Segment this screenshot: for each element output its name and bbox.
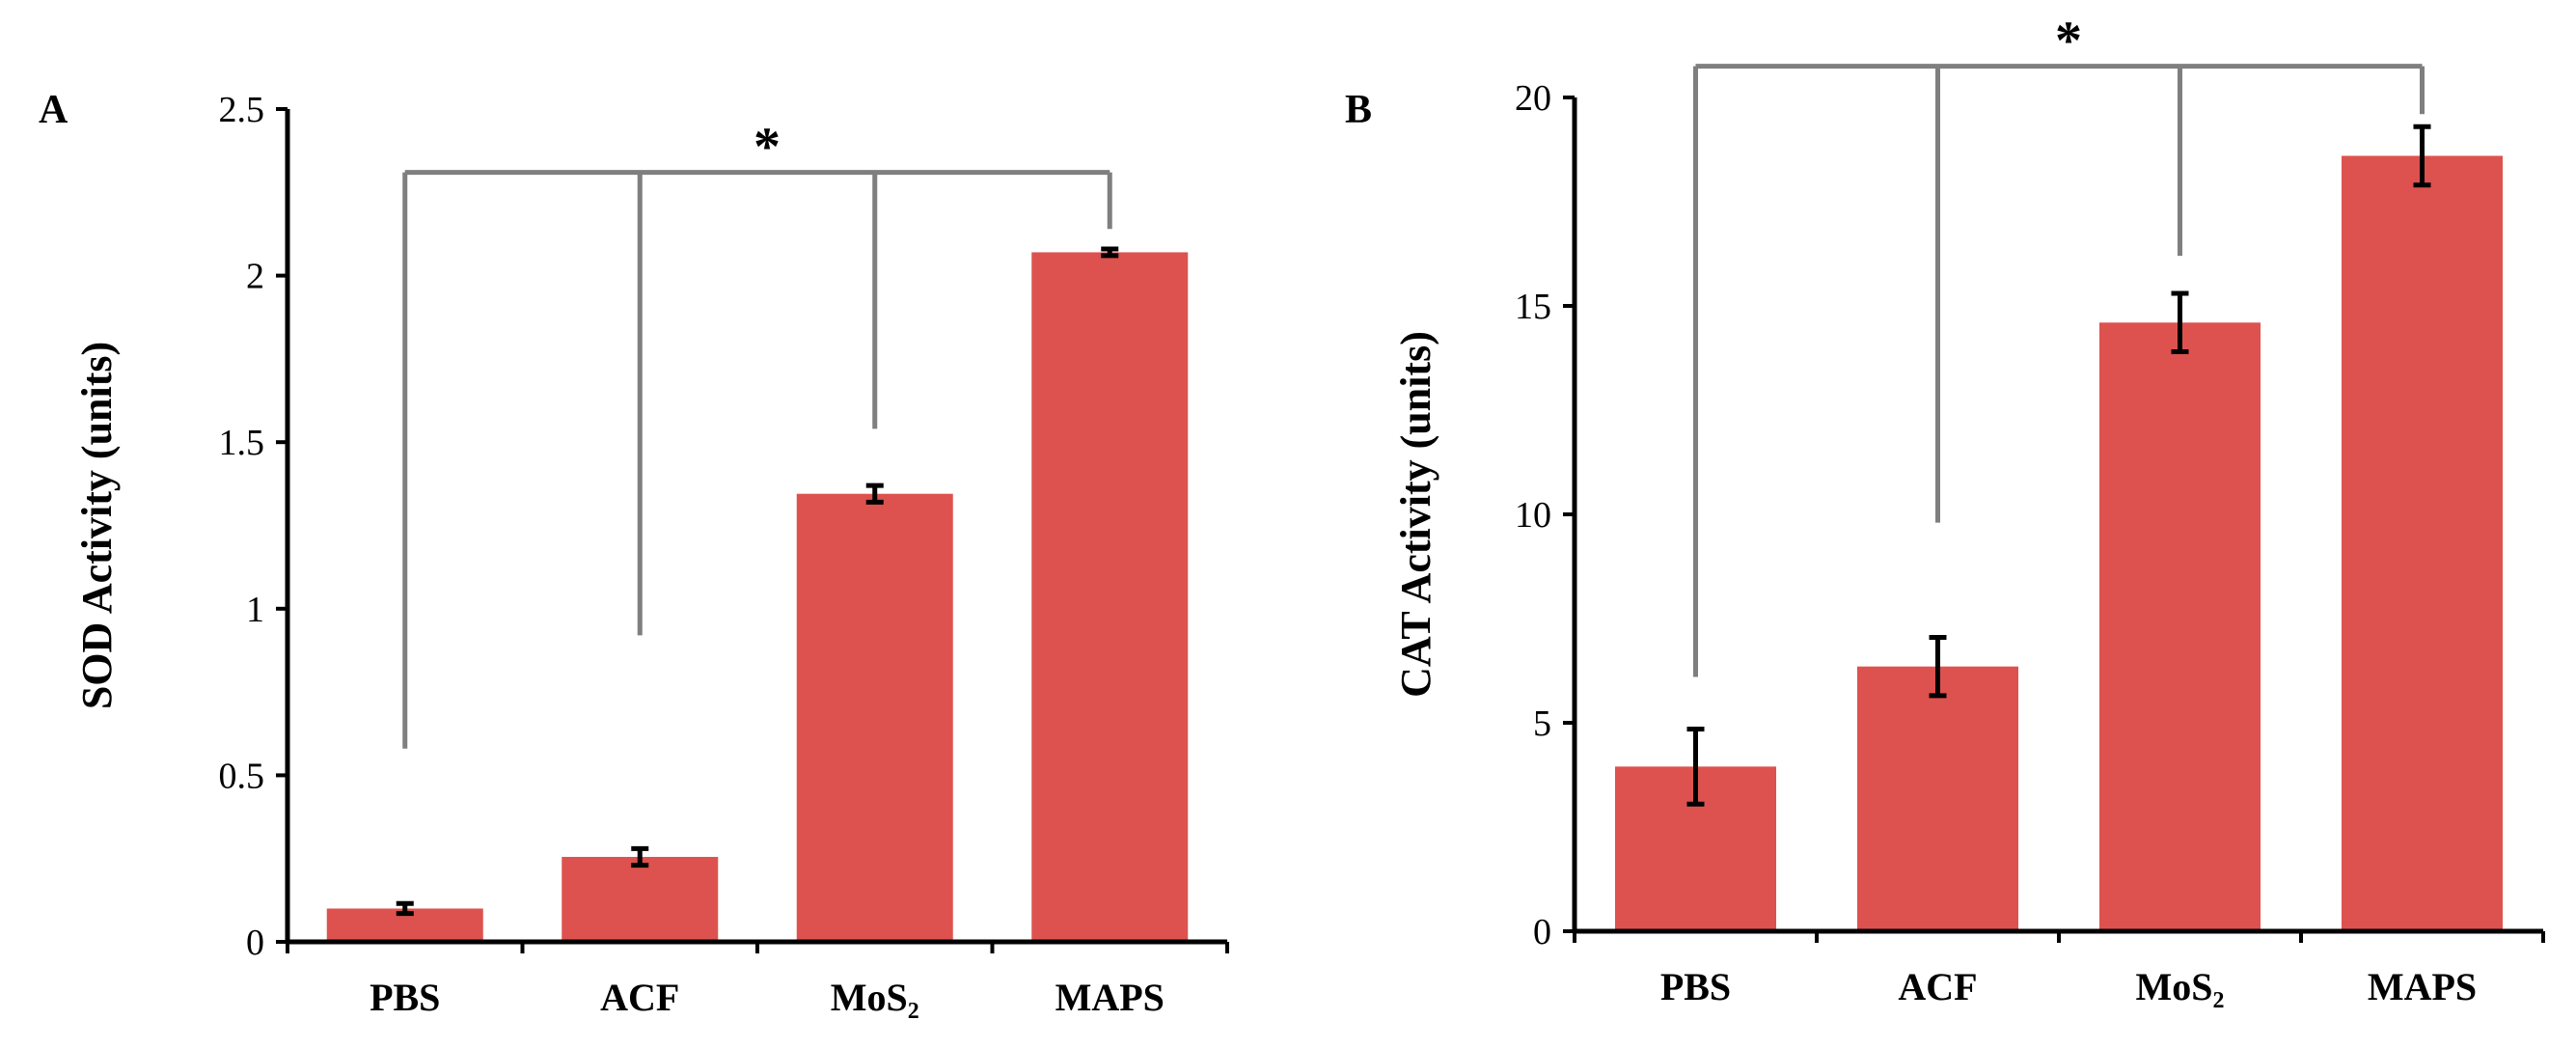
panel-a-chart: A * 0 0.5 1 1.5 2 2.5 PBS ACF MoS₂ MAPS SOD Activity… <box>39 88 1229 1019</box>
error-bar <box>1686 726 1705 807</box>
error-bar <box>631 845 649 869</box>
bar-mos₂ <box>796 493 953 942</box>
x-category-label: PBS <box>1660 965 1731 1008</box>
x-category-label: MoS₂ <box>2136 965 2225 1008</box>
error-bar <box>2171 290 2189 355</box>
bar-acf <box>562 856 719 942</box>
panel-label: A <box>39 88 69 132</box>
bar-mos₂ <box>2099 322 2261 931</box>
x-category-label: MAPS <box>1055 976 1165 1019</box>
x-category-label: MAPS <box>2368 965 2477 1008</box>
x-category-label: MoS₂ <box>831 976 919 1019</box>
y-axis-title: CAT Activity (units) <box>1392 331 1439 698</box>
panel-b-chart: B * 0 5 10 15 20 PBS ACF MoS₂ MAPS CAT Activity (un… <box>1345 12 2545 1008</box>
y-tick-label: 1.5 <box>219 423 265 463</box>
bar-acf <box>1857 666 2018 931</box>
y-tick-label: 15 <box>1515 287 1551 327</box>
x-category-label: PBS <box>370 976 440 1019</box>
error-bar <box>1101 246 1119 259</box>
significance-bracket <box>402 170 1112 749</box>
y-tick-label: 10 <box>1515 495 1551 536</box>
significance-star: * <box>754 118 781 178</box>
error-bar <box>396 900 414 917</box>
x-category-label: ACF <box>600 976 679 1019</box>
y-tick-label: 1 <box>246 590 264 630</box>
bar-maps <box>1031 252 1189 942</box>
y-tick-label: 20 <box>1515 78 1551 119</box>
bar-maps <box>2342 155 2503 932</box>
error-bar <box>1929 634 1947 699</box>
significance-star: * <box>2055 12 2082 71</box>
y-tick-label: 0 <box>246 923 264 963</box>
y-tick-label: 0 <box>1533 912 1551 952</box>
y-tick-label: 5 <box>1533 703 1551 744</box>
y-tick-label: 0.5 <box>219 756 265 796</box>
panel-label: B <box>1345 88 1372 132</box>
error-bar <box>865 483 884 505</box>
x-category-label: ACF <box>1898 965 1977 1008</box>
y-tick-label: 2.5 <box>219 90 265 130</box>
error-bar <box>2413 124 2431 188</box>
y-tick-label: 2 <box>246 257 264 297</box>
significance-bracket <box>1693 64 2425 677</box>
y-axis-title: SOD Activity (units) <box>73 342 121 709</box>
